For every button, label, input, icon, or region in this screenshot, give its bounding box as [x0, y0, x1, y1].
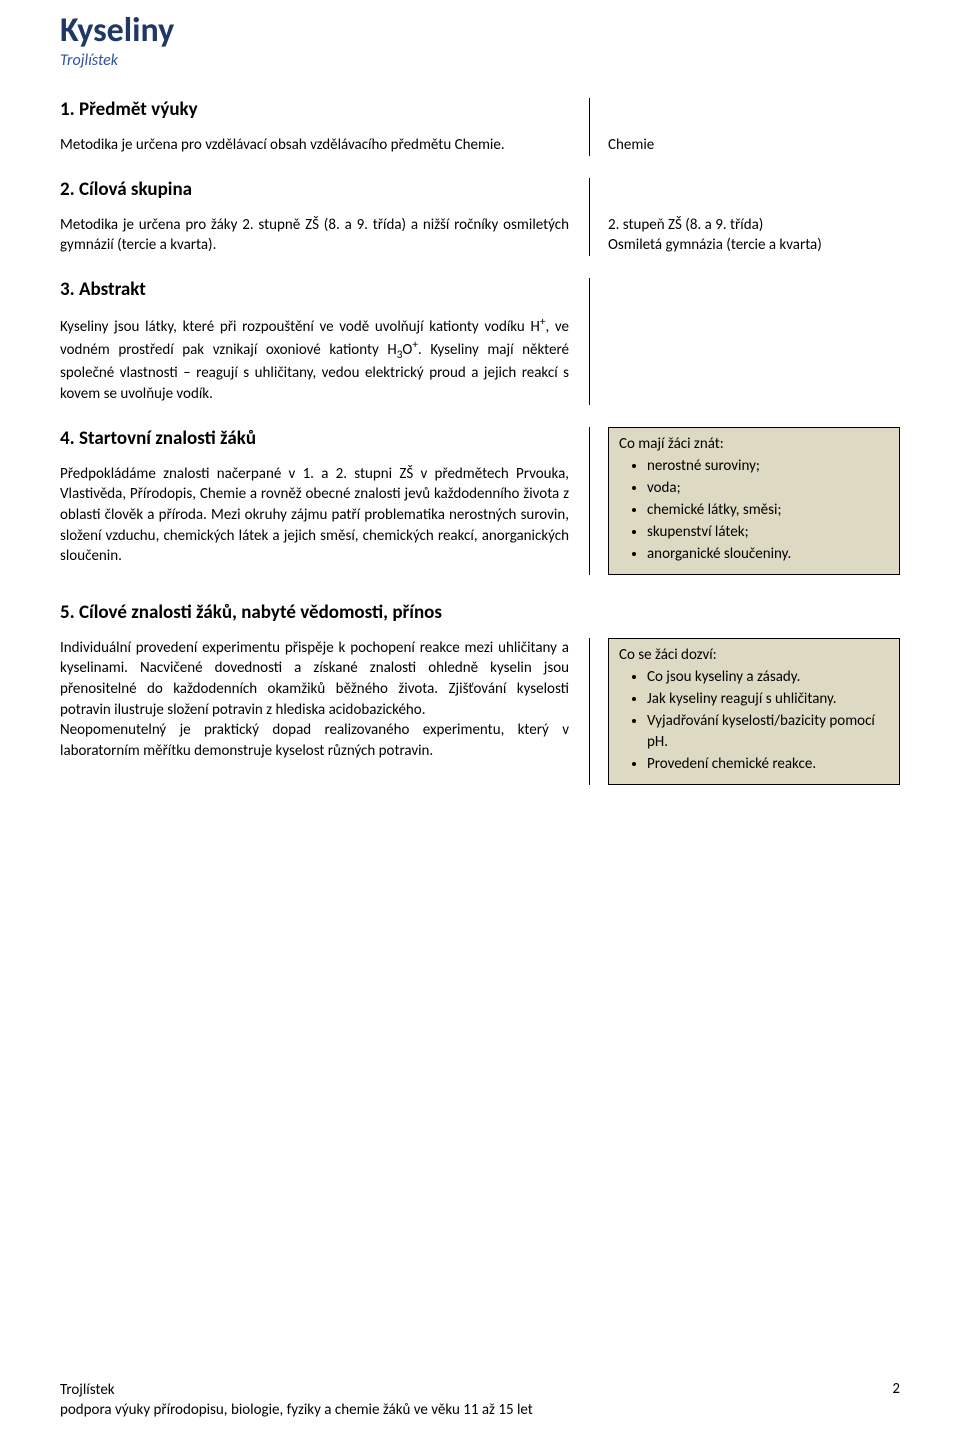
footer: Trojlístek podpora výuky přírodopisu, bi… [60, 1380, 900, 1421]
section-5-head: 5. Cílové znalosti žáků, nabyté vědomost… [60, 601, 900, 624]
section-2: 2. Cílová skupina Metodika je určena pro… [60, 178, 900, 256]
section-2-right-l2: Osmiletá gymnázia (tercie a kvarta) [608, 236, 822, 254]
section-2-head: 2. Cílová skupina [60, 178, 569, 201]
section-4-box: Co mají žáci znát: nerostné suroviny; vo… [608, 427, 900, 575]
doc-subtitle: Trojlístek [60, 51, 900, 70]
section-5: Individuální provedení experimentu přisp… [60, 638, 900, 785]
section-2-right: 2. stupeň ZŠ (8. a 9. třída) Osmiletá gy… [608, 215, 900, 256]
section-4-box-list: nerostné suroviny; voda; chemické látky,… [619, 456, 889, 565]
footer-left-l2: podpora výuky přírodopisu, biologie, fyz… [60, 1401, 533, 1419]
section-1-right: Chemie [608, 135, 900, 156]
section-5-box-title: Co se žáci dozví: [619, 645, 889, 666]
section-2-right-l1: 2. stupeň ZŠ (8. a 9. třída) [608, 216, 763, 234]
s3-p1a: Kyseliny jsou látky, které při rozpouště… [60, 318, 540, 336]
list-item: skupenství látek; [647, 522, 889, 543]
sub-3: 3 [397, 348, 403, 362]
section-5-box: Co se žáci dozví: Co jsou kyseliny a zás… [608, 638, 900, 785]
list-item: nerostné suroviny; [647, 456, 889, 477]
list-item: Vyjadřování kyselosti/bazicity pomocí pH… [647, 711, 889, 753]
section-3: 3. Abstrakt Kyseliny jsou látky, které p… [60, 278, 900, 405]
list-item: anorganické sloučeniny. [647, 544, 889, 565]
page-number: 2 [892, 1380, 900, 1421]
section-5-p2: Neopomenutelný je praktický dopad realiz… [60, 720, 569, 761]
section-5-p1: Individuální provedení experimentu přisp… [60, 638, 569, 721]
section-4-body: Předpokládáme znalosti načerpané v 1. a … [60, 464, 569, 567]
section-3-body: Kyseliny jsou látky, které při rozpouště… [60, 315, 569, 405]
list-item: Provedení chemické reakce. [647, 754, 889, 775]
footer-left-l1: Trojlístek [60, 1381, 115, 1399]
section-1-body: Metodika je určena pro vzdělávací obsah … [60, 135, 569, 156]
section-4-box-title: Co mají žáci znát: [619, 434, 889, 455]
section-1: 1. Předmět výuky Metodika je určena pro … [60, 98, 900, 156]
list-item: Jak kyseliny reagují s uhličitany. [647, 689, 889, 710]
section-1-head: 1. Předmět výuky [60, 98, 569, 121]
list-item: chemické látky, směsi; [647, 500, 889, 521]
section-5-box-list: Co jsou kyseliny a zásady. Jak kyseliny … [619, 667, 889, 775]
section-4-head: 4. Startovní znalosti žáků [60, 427, 569, 450]
list-item: Co jsou kyseliny a zásady. [647, 667, 889, 688]
doc-title: Kyseliny [60, 10, 900, 51]
section-2-body: Metodika je určena pro žáky 2. stupně ZŠ… [60, 215, 569, 256]
list-item: voda; [647, 478, 889, 499]
section-4: 4. Startovní znalosti žáků Předpokládáme… [60, 427, 900, 575]
section-3-head: 3. Abstrakt [60, 278, 569, 301]
